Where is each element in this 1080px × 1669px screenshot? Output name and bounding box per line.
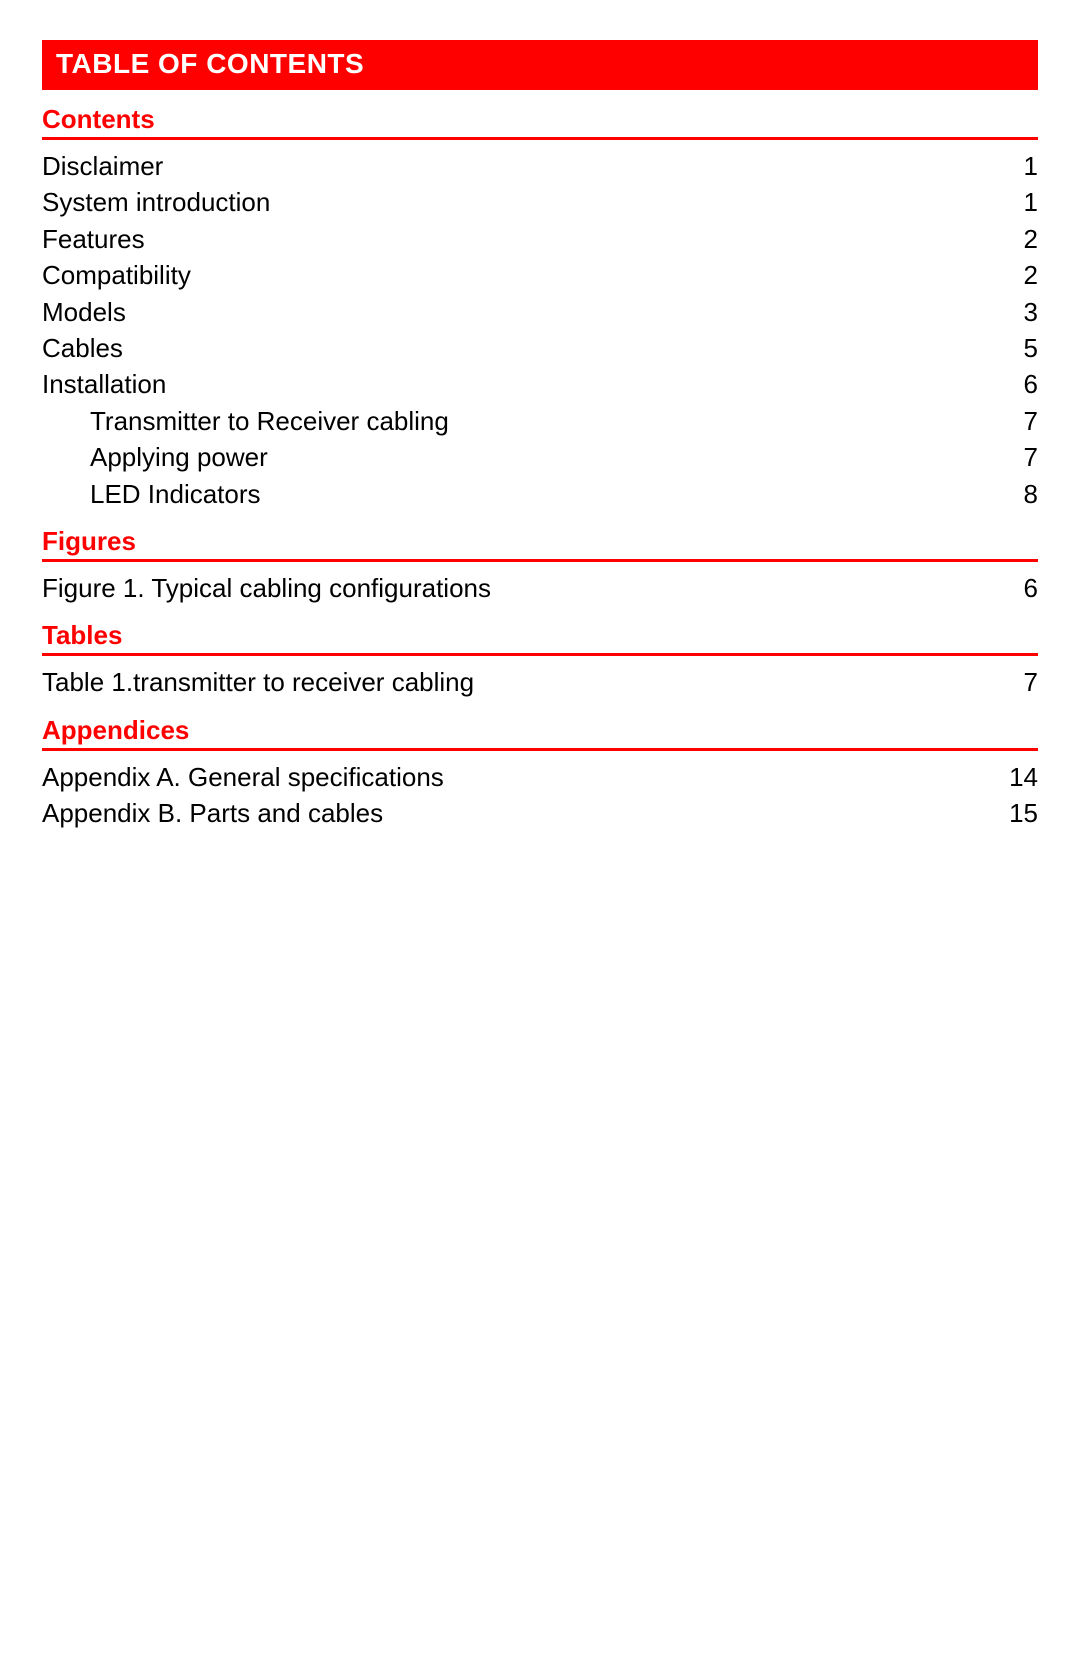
toc-list: Appendix A. General specifications14Appe…: [42, 759, 1038, 832]
toc-list: Disclaimer 1 System introduction 1 Features 2…: [42, 148, 1038, 512]
toc-entry-page: 7: [1024, 439, 1038, 475]
toc-entry[interactable]: Installation 6: [42, 366, 1038, 402]
toc-entry-label: Cables: [42, 330, 123, 366]
toc-entry[interactable]: Applying power 7: [42, 439, 1038, 475]
toc-entry-label: Features: [42, 221, 145, 257]
toc-entry-page: 6: [1024, 570, 1038, 606]
section-heading: Appendices: [42, 715, 1038, 751]
toc-entry[interactable]: Cables 5: [42, 330, 1038, 366]
toc-entry-label: Installation: [42, 366, 166, 402]
toc-entry[interactable]: Figure 1. Typical cabling configurations…: [42, 570, 1038, 606]
toc-entry-label: Table 1.transmitter to receiver cabling: [42, 664, 474, 700]
toc-entry-page: 6: [1024, 366, 1038, 402]
toc-entry-label: Applying power: [90, 439, 268, 475]
toc-entry-label: Transmitter to Receiver cabling: [90, 403, 449, 439]
toc-body: ContentsDisclaimer1System introduction1F…: [42, 104, 1038, 831]
toc-entry[interactable]: Transmitter to Receiver cabling 7: [42, 403, 1038, 439]
toc-entry-label: Models: [42, 294, 126, 330]
toc-page: TABLE OF CONTENTS ContentsDisclaimer1Sys…: [0, 0, 1080, 871]
toc-entry[interactable]: Appendix A. General specifications 14: [42, 759, 1038, 795]
toc-entry-page: 5: [1024, 330, 1038, 366]
section-heading: Figures: [42, 526, 1038, 562]
toc-entry-label: Appendix A. General specifications: [42, 759, 444, 795]
toc-entry-page: 14: [1009, 759, 1038, 795]
toc-entry-label: Disclaimer: [42, 148, 163, 184]
section-heading: Contents: [42, 104, 1038, 140]
page-title: TABLE OF CONTENTS: [42, 40, 1038, 90]
toc-entry-page: 1: [1024, 184, 1038, 220]
toc-entry-label: LED Indicators: [90, 476, 261, 512]
toc-entry[interactable]: Table 1.transmitter to receiver cabling 7: [42, 664, 1038, 700]
toc-entry-label: Compatibility: [42, 257, 191, 293]
toc-entry-page: 2: [1024, 221, 1038, 257]
toc-entry[interactable]: Features 2: [42, 221, 1038, 257]
toc-entry[interactable]: LED Indicators 8: [42, 476, 1038, 512]
toc-list: Table 1.transmitter to receiver cabling 7: [42, 664, 1038, 700]
toc-entry[interactable]: Disclaimer 1: [42, 148, 1038, 184]
toc-list: Figure 1. Typical cabling configurations…: [42, 570, 1038, 606]
toc-entry-page: 7: [1024, 403, 1038, 439]
toc-entry[interactable]: System introduction 1: [42, 184, 1038, 220]
toc-entry-label: Appendix B. Parts and cables: [42, 795, 383, 831]
toc-entry-page: 3: [1024, 294, 1038, 330]
toc-entry-page: 2: [1024, 257, 1038, 293]
toc-entry[interactable]: Appendix B. Parts and cables 15: [42, 795, 1038, 831]
toc-entry-page: 15: [1009, 795, 1038, 831]
toc-entry-page: 1: [1024, 148, 1038, 184]
toc-entry-label: System introduction: [42, 184, 270, 220]
toc-entry[interactable]: Models 3: [42, 294, 1038, 330]
toc-entry-page: 7: [1024, 664, 1038, 700]
section-heading: Tables: [42, 620, 1038, 656]
toc-entry-label: Figure 1. Typical cabling configurations: [42, 570, 491, 606]
toc-entry-page: 8: [1024, 476, 1038, 512]
toc-entry[interactable]: Compatibility 2: [42, 257, 1038, 293]
